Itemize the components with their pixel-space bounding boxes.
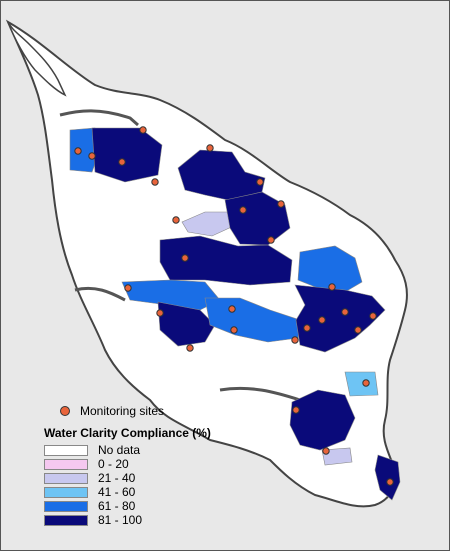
map-legend: Monitoring sites Water Clarity Complianc… — [44, 404, 234, 527]
legend-title: Water Clarity Compliance (%) — [44, 426, 211, 440]
site-marker — [172, 216, 180, 224]
site-marker — [88, 152, 96, 160]
site-marker — [292, 406, 300, 414]
legend-class-label: 81 - 100 — [98, 513, 143, 527]
legend-swatch — [44, 500, 88, 512]
legend-class-label: 21 - 40 — [98, 471, 136, 485]
site-marker — [239, 206, 247, 214]
catchment — [344, 371, 379, 397]
catchment — [294, 284, 386, 353]
monitoring-sites — [74, 126, 394, 486]
site-marker — [369, 312, 377, 320]
catchment — [321, 447, 353, 466]
legend-class-row: 41 - 60 — [44, 485, 234, 499]
legend-sites-label: Monitoring sites — [80, 404, 165, 418]
site-marker — [151, 178, 159, 186]
site-marker — [362, 379, 370, 387]
site-marker — [230, 326, 238, 334]
legend-class-row: 0 - 20 — [44, 457, 234, 471]
site-marker — [303, 324, 311, 332]
legend-class-label: 61 - 80 — [98, 499, 136, 513]
site-marker — [341, 308, 349, 316]
site-marker — [291, 336, 299, 344]
site-marker — [322, 447, 330, 455]
site-marker — [139, 126, 147, 134]
legend-class-row: 81 - 100 — [44, 513, 234, 527]
legend-class-label: No data — [98, 443, 141, 457]
legend-swatch — [44, 472, 88, 484]
site-marker — [354, 326, 362, 334]
site-marker — [318, 316, 326, 324]
site-marker — [124, 284, 132, 292]
legend-class-label: 41 - 60 — [98, 485, 136, 499]
legend-class-row: 61 - 80 — [44, 499, 234, 513]
legend-class-row: No data — [44, 443, 234, 457]
legend-swatch — [44, 444, 88, 456]
site-marker — [277, 200, 285, 208]
site-marker — [206, 144, 214, 152]
site-marker — [386, 478, 394, 486]
site-marker — [181, 254, 189, 262]
site-marker — [267, 236, 275, 244]
catchment — [159, 235, 293, 286]
catchment — [157, 301, 216, 347]
catchment — [224, 191, 291, 246]
site-marker — [186, 344, 194, 352]
catchment — [297, 245, 363, 293]
site-marker — [74, 147, 82, 155]
harbour-south — [219, 386, 301, 402]
site-marker — [256, 178, 264, 186]
site-marker — [328, 283, 336, 291]
catchment — [374, 454, 401, 501]
harbour-west — [74, 286, 126, 302]
legend-sites-row: Monitoring sites — [44, 404, 234, 418]
harbour-north — [59, 109, 139, 127]
catchment — [177, 149, 266, 201]
site-marker — [118, 158, 126, 166]
site-marker — [228, 305, 236, 313]
site-marker-icon — [60, 406, 70, 416]
peninsula-tip — [7, 21, 67, 97]
legend-swatch — [44, 458, 88, 470]
site-marker — [156, 309, 164, 317]
legend-class-row: 21 - 40 — [44, 471, 234, 485]
legend-class-label: 0 - 20 — [98, 457, 129, 471]
legend-swatch — [44, 514, 88, 526]
catchment — [289, 389, 356, 451]
legend-swatch — [44, 486, 88, 498]
